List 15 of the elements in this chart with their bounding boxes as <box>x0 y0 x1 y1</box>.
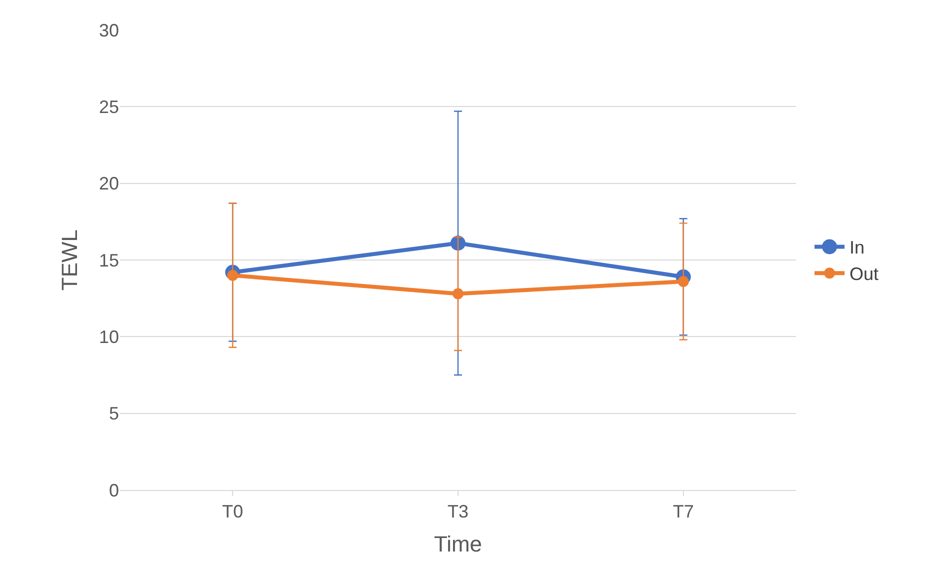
x-tick-label: T7 <box>672 502 694 522</box>
x-tick-label: T0 <box>222 502 244 522</box>
y-tick-label: 20 <box>98 174 119 194</box>
legend-label: In <box>850 238 865 258</box>
y-tick-label: 5 <box>108 404 119 424</box>
y-tick-label: 10 <box>98 326 119 347</box>
y-tick-label: 0 <box>108 480 119 500</box>
legend-label: Out <box>850 264 879 284</box>
point <box>452 288 464 300</box>
y-tick-label: 30 <box>98 20 119 40</box>
y-tick-label: 25 <box>98 96 119 117</box>
x-tick-label: T3 <box>447 502 469 522</box>
y-axis-title: TEWL <box>56 229 82 291</box>
x-axis-title: Time <box>434 532 482 556</box>
y-tick-label: 15 <box>98 250 119 270</box>
